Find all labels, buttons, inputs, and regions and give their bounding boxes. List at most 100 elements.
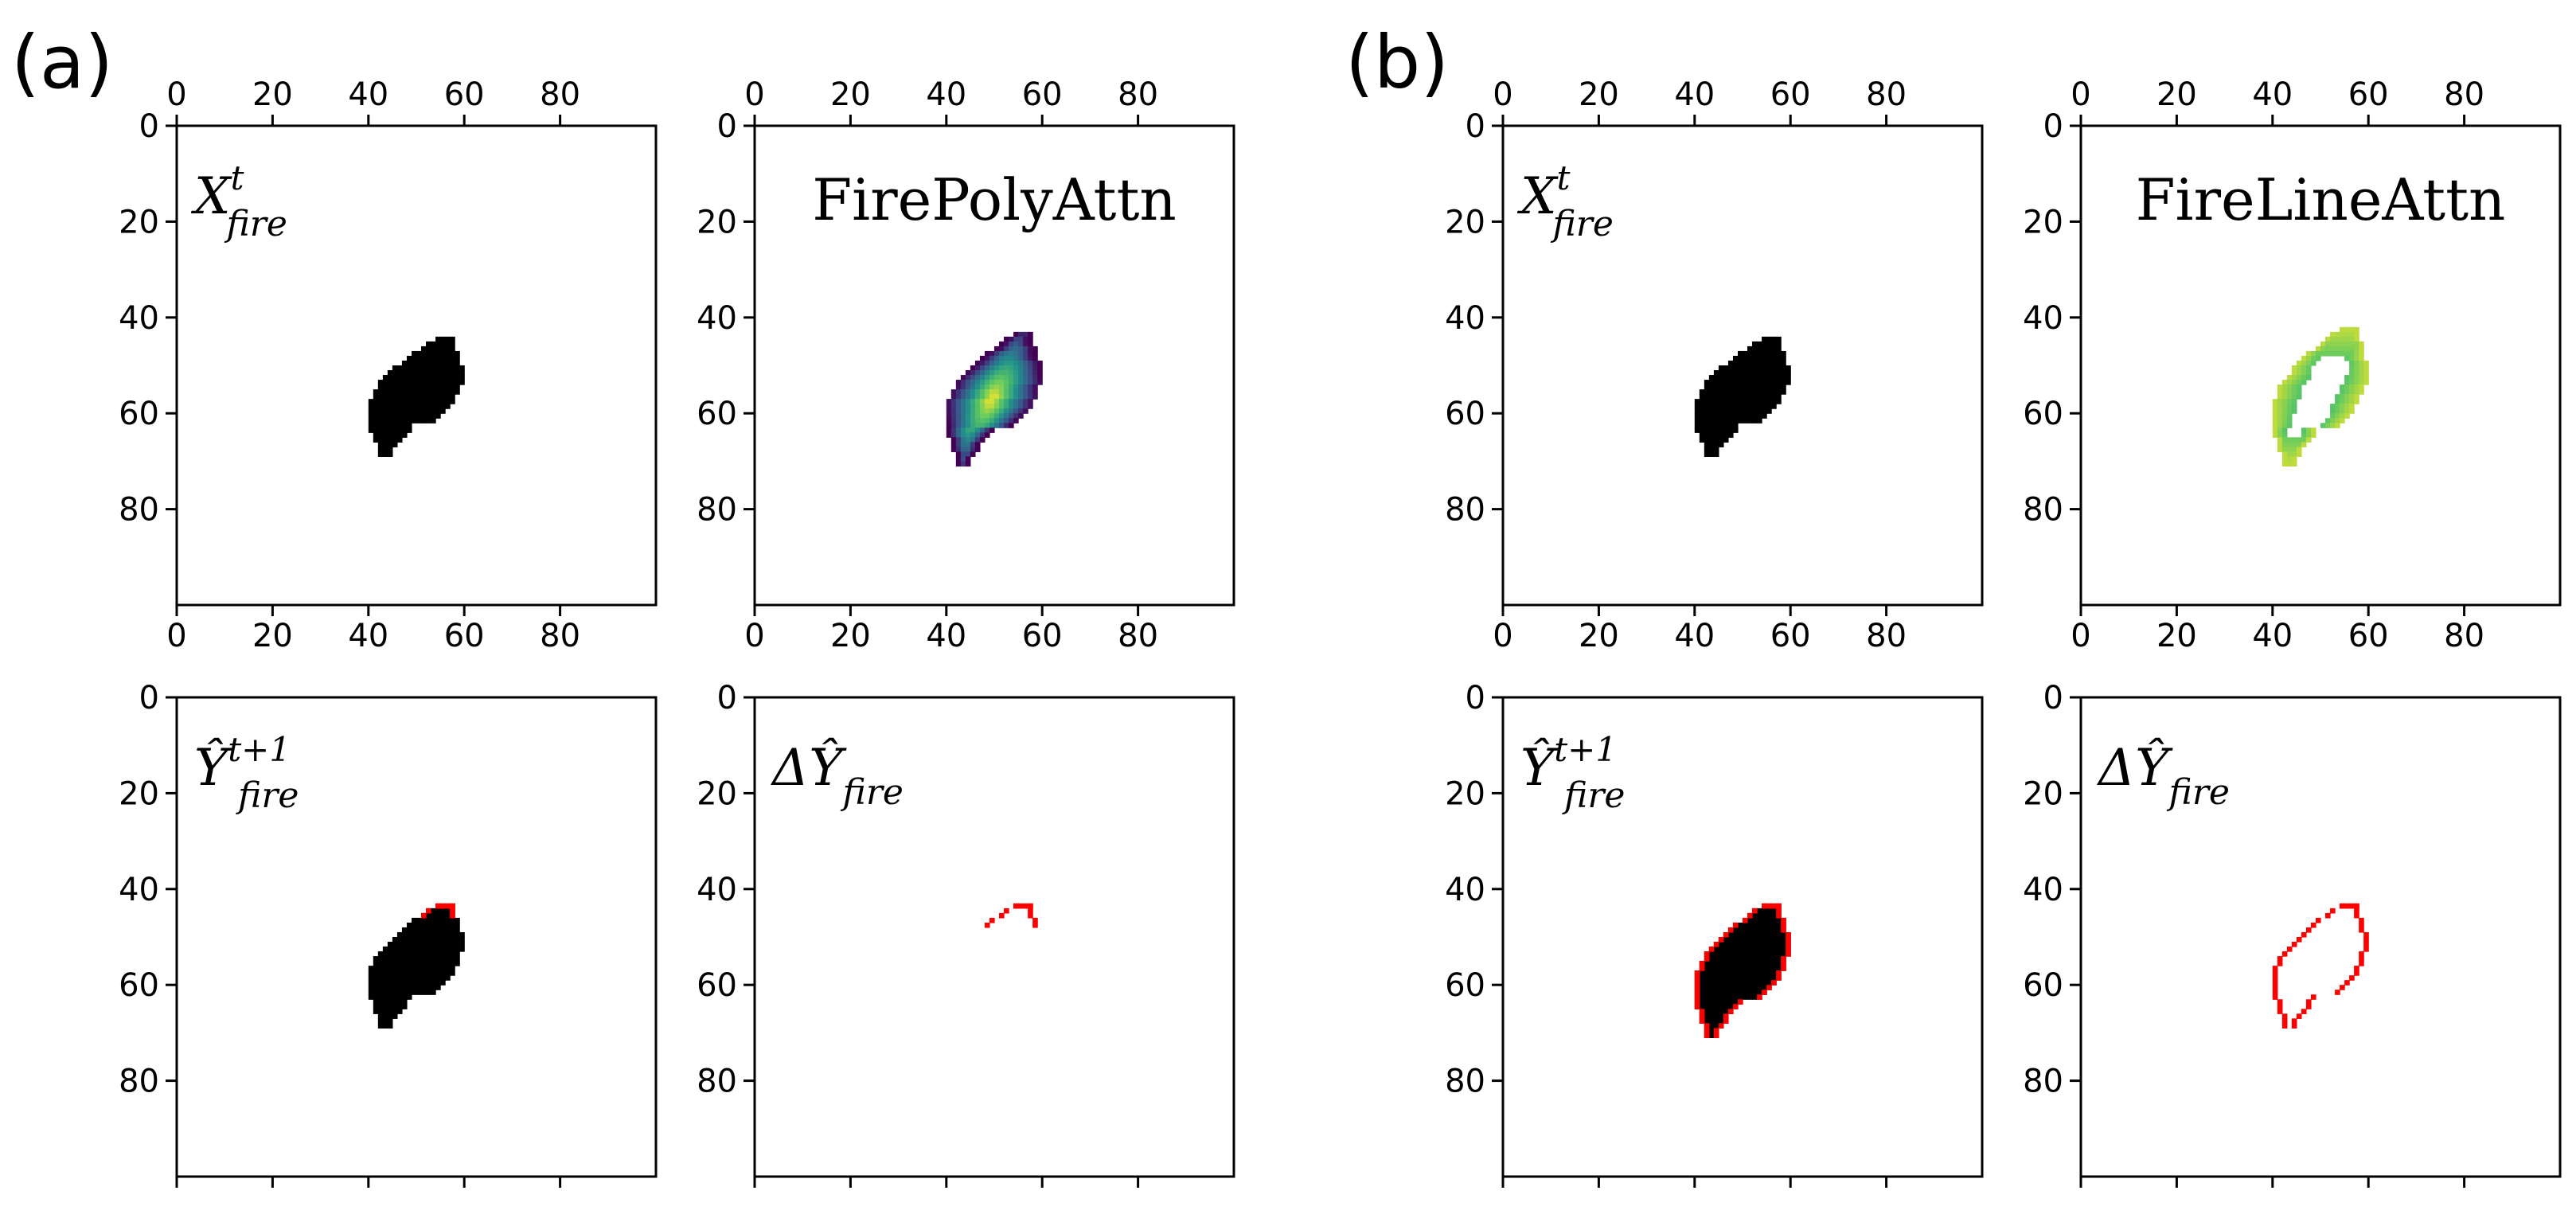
attention-cell (1013, 341, 1019, 347)
attention-cell (2325, 341, 2331, 347)
fire-cell (1743, 937, 1748, 943)
fire-cell (416, 947, 422, 952)
fire-cell (426, 990, 431, 995)
fire-cell (387, 1023, 393, 1029)
fire-cell (1752, 980, 1758, 986)
fire-cell (1727, 365, 1734, 371)
fire-cell (406, 966, 412, 971)
fire-cell (455, 951, 460, 957)
fire-cell (426, 404, 431, 409)
fire-cell (431, 345, 436, 352)
attention-cell (960, 404, 966, 409)
fire-cell (377, 1023, 384, 1029)
fire-cell (1723, 408, 1729, 414)
attention-cell (989, 389, 995, 395)
fire-cell (387, 994, 393, 1000)
attention-cell (979, 399, 986, 404)
fire-cell (1766, 975, 1772, 981)
attention-cell (1028, 336, 1033, 342)
attention-cell (1009, 360, 1014, 366)
attention-cell (1028, 389, 1033, 395)
fire-cell (387, 980, 393, 986)
fire-cell (392, 423, 398, 428)
fire-cell (1747, 942, 1753, 947)
attention-cell (2325, 418, 2331, 424)
attention-cell (2359, 370, 2364, 376)
fire-cell (445, 370, 451, 376)
fire-cell (435, 408, 441, 414)
fire-cell (1762, 404, 1767, 409)
fire-cell (435, 912, 441, 919)
fire-cell (1732, 389, 1739, 395)
attention-cell (960, 461, 966, 467)
fire-cell (377, 384, 384, 390)
fire-cell (406, 413, 412, 419)
delta-cell (2344, 903, 2350, 909)
fire-cell (1743, 975, 1748, 981)
attention-cell (2344, 375, 2350, 381)
attention-cell (2277, 418, 2283, 424)
fire-cell (1723, 970, 1729, 976)
fire-cell (1776, 956, 1782, 962)
attention-cell (965, 418, 971, 424)
delta-cell (1781, 966, 1786, 971)
fire-cell (401, 970, 408, 976)
fire-cell (440, 384, 446, 390)
fire-cell (1781, 375, 1786, 381)
attention-cell (2301, 427, 2307, 433)
delta-cell (2281, 951, 2288, 957)
attention-cell (2344, 413, 2350, 419)
axes-background (755, 697, 1234, 1177)
attention-cell (2286, 380, 2293, 385)
attention-cell (970, 384, 976, 390)
fire-cell (411, 418, 417, 424)
fire-cell (406, 985, 412, 990)
attention-cell (1004, 370, 1009, 376)
fire-cell (406, 360, 412, 366)
fire-cell (411, 394, 417, 400)
attention-cell (2286, 447, 2293, 452)
fire-cell (401, 994, 408, 1000)
fire-cell (1752, 947, 1758, 952)
fire-cell (1718, 1009, 1724, 1014)
attention-cell (950, 423, 957, 428)
ytick-label: 0 (717, 108, 737, 145)
attention-cell (1013, 389, 1019, 395)
fire-cell (1732, 394, 1739, 400)
fire-cell (387, 956, 393, 962)
fire-cell (401, 975, 408, 981)
fire-cell (1771, 384, 1777, 390)
fire-cell (440, 917, 446, 923)
fire-cell (1732, 384, 1739, 390)
fire-cell (1762, 942, 1767, 947)
fire-cell (1762, 408, 1767, 414)
fire-cell (1713, 418, 1719, 424)
attention-cell (979, 423, 986, 428)
fire-cell (440, 961, 446, 966)
fire-cell (1713, 970, 1719, 976)
attention-cell (960, 399, 966, 404)
subplot-title: FirePolyAttn (812, 166, 1177, 233)
fire-cell (1718, 961, 1724, 966)
fire-cell (1723, 937, 1729, 943)
fire-cell (450, 947, 455, 952)
fire-cell (1718, 384, 1724, 390)
fire-cell (440, 370, 446, 376)
attention-cell (2291, 442, 2297, 447)
attention-cell (965, 389, 971, 395)
xtick-label-bottom: 0 (166, 618, 186, 654)
attention-cell (960, 384, 966, 390)
fire-cell (426, 917, 431, 923)
attention-cell (2310, 432, 2316, 438)
fire-cell (1762, 350, 1767, 357)
attention-cell (2281, 384, 2288, 390)
fire-cell (1713, 951, 1719, 957)
fire-cell (1713, 1023, 1719, 1029)
fire-cell (1718, 990, 1724, 995)
fire-cell (1737, 375, 1743, 381)
fire-cell (1771, 961, 1777, 966)
attention-cell (984, 432, 990, 438)
fire-cell (445, 956, 451, 962)
delta-cell (1786, 942, 1791, 947)
